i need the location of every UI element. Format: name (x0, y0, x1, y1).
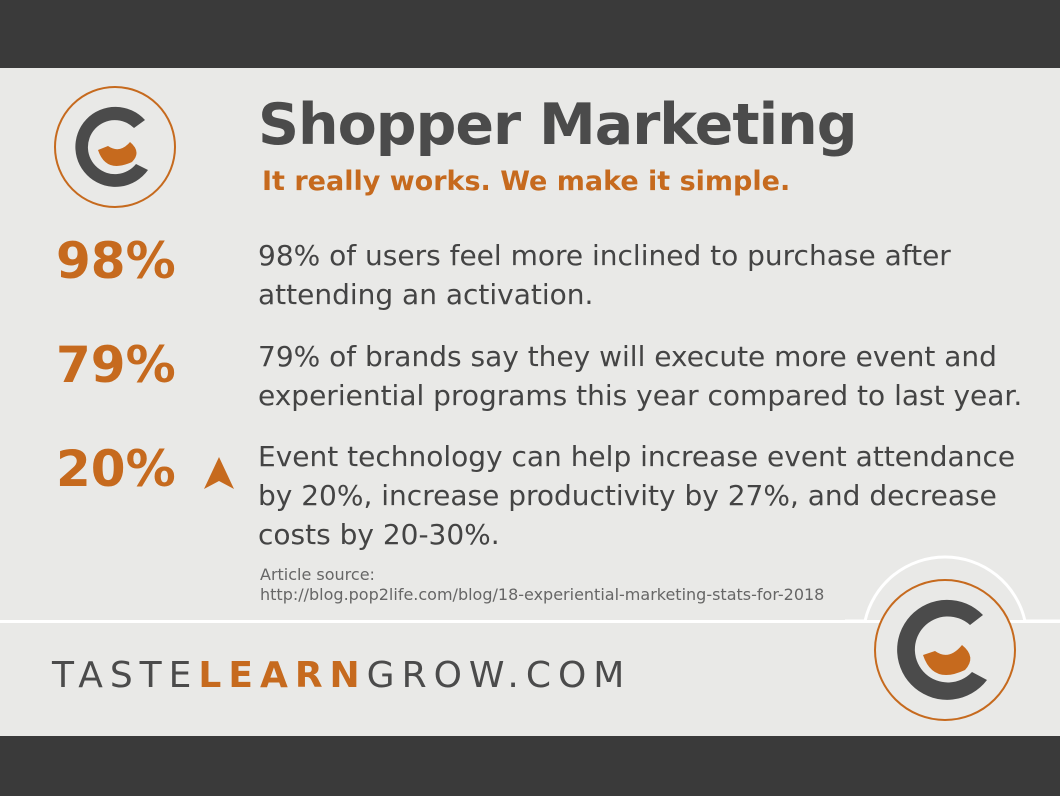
logo-ring (54, 86, 176, 208)
brand: TASTELEARNGROW.COM (52, 655, 631, 696)
brand-part: GROW (366, 655, 508, 696)
logo-c (897, 599, 987, 700)
brand-part: LEARN (198, 655, 367, 696)
title: Shopper Marketing (258, 92, 858, 158)
stat-figure: 98% (56, 232, 176, 290)
logo-splash (98, 142, 137, 166)
logo-badge (845, 555, 1060, 721)
badge-arc (845, 555, 1060, 623)
top-band (0, 0, 1060, 68)
brand-part: .COM (507, 655, 632, 696)
stat-figure: 20% (56, 440, 176, 498)
source-label: Article source: (260, 565, 375, 584)
logo (54, 86, 176, 208)
stat-text: 79% of brands say they will execute more… (258, 340, 1023, 412)
brand-part: TASTE (52, 655, 199, 696)
divider (0, 620, 1060, 623)
stat-text: 98% of users feel more inclined to purch… (258, 239, 951, 311)
up-arrow (204, 457, 234, 489)
logo-c (75, 106, 148, 187)
bottom-band (0, 736, 1060, 796)
source-url: http://blog.pop2life.com/blog/18-experie… (260, 585, 825, 604)
stat-text: Event technology can help increase event… (258, 440, 1016, 551)
source: Article source: http://blog.pop2life.com… (260, 565, 824, 605)
logo-splash (923, 645, 971, 675)
subtitle: It really works. We make it simple. (262, 166, 791, 197)
stat-figure: 79% (56, 336, 176, 394)
